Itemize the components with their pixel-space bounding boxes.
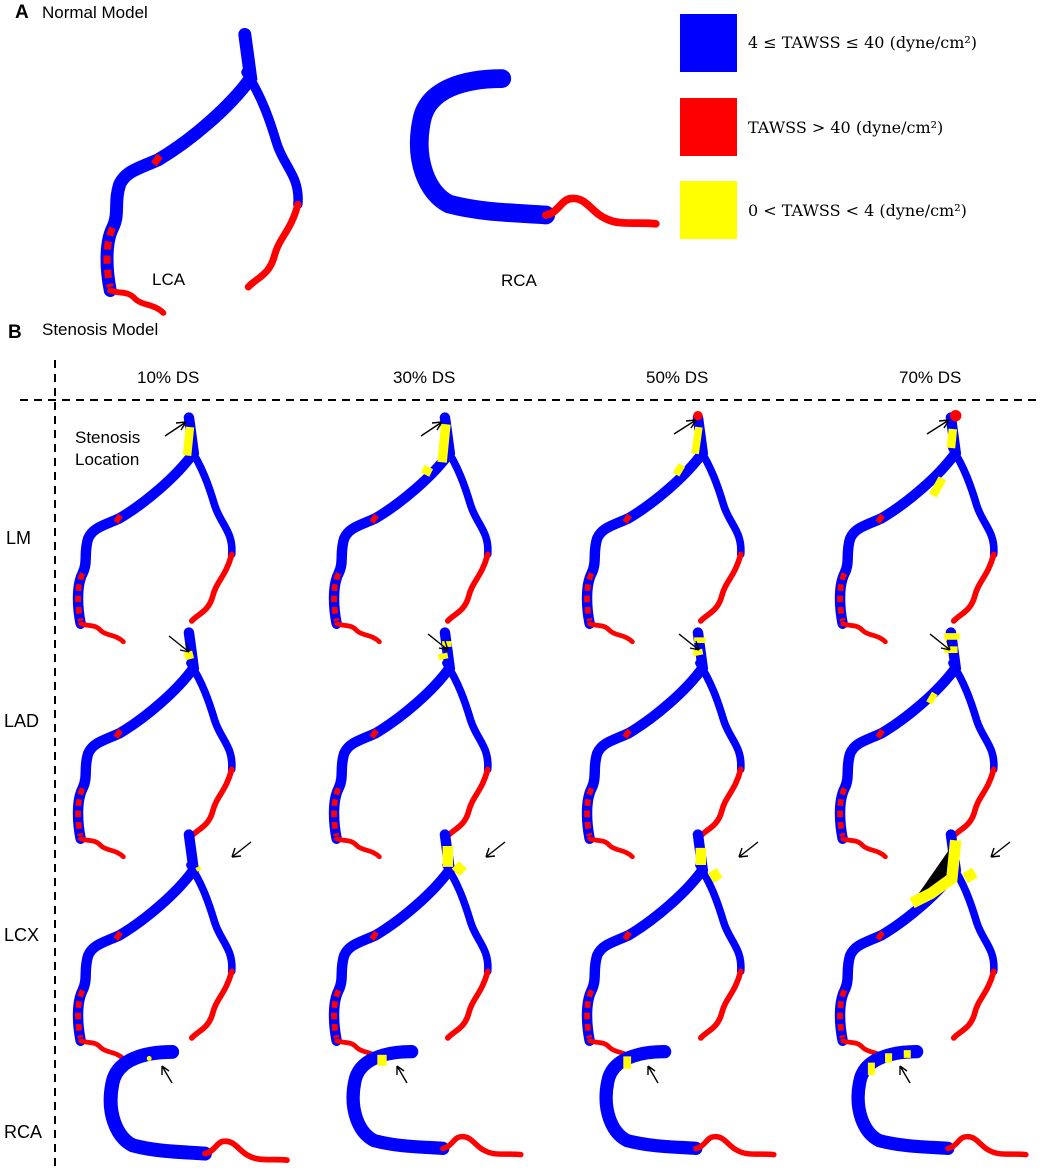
lad-50-vessel: [587, 633, 741, 857]
column-header-50: 50% DS: [646, 368, 709, 387]
panel-b-title: Stenosis Model: [42, 320, 159, 339]
lm-50-vessel: [587, 410, 741, 642]
legend-swatch-yellow: [680, 181, 737, 239]
column-header-10: 10% DS: [137, 368, 200, 387]
lcx-10-vessel: [78, 835, 232, 1059]
lad-10-vessel: [78, 633, 232, 857]
lm-10-vessel: [78, 418, 232, 642]
row-label-lcx: LCX: [4, 925, 40, 945]
legend-label-normal: 4 ≤ TAWSS ≤ 40 (dyne/cm²): [748, 33, 978, 52]
lad-70-vessel: [840, 633, 994, 857]
legend-swatch-red: [680, 98, 737, 156]
lca-label: LCA: [152, 270, 186, 289]
lad-30-vessel: [334, 633, 488, 857]
legend-label-high: TAWSS > 40 (dyne/cm²): [748, 118, 944, 137]
panel-a-letter: A: [15, 2, 29, 23]
stenosis-note-line2: Location: [75, 450, 140, 469]
stenosis-location-note: Stenosis Location: [75, 427, 140, 471]
lcx-70-vessel: [840, 835, 994, 1059]
normal-lca-vessel: [107, 34, 298, 312]
legend-swatch-blue: [680, 14, 737, 72]
lm-30-vessel: [334, 418, 488, 642]
rca-50-vessel: [606, 1052, 774, 1155]
column-header-70: 70% DS: [899, 368, 962, 387]
row-label-rca: RCA: [4, 1122, 43, 1142]
lcx-30-vessel: [334, 835, 488, 1059]
row-label-lm: LM: [6, 528, 32, 548]
rca-10-vessel: [111, 1052, 287, 1160]
normal-rca-vessel: [419, 79, 656, 224]
lm-70-vessel: [840, 410, 994, 642]
rca-label: RCA: [501, 271, 537, 290]
row-label-lad: LAD: [4, 711, 40, 731]
panel-b-letter: B: [8, 322, 22, 343]
lcx-50-vessel: [587, 835, 741, 1059]
stenosis-note-line1: Stenosis: [75, 428, 141, 447]
arrow-group: [161, 419, 1011, 1084]
column-header-30: 30% DS: [393, 368, 456, 387]
rca-30-vessel: [353, 1052, 521, 1155]
panel-a-title: Normal Model: [42, 3, 148, 22]
rca-70-vessel: [858, 1050, 1026, 1155]
legend-label-low: 0 < TAWSS < 4 (dyne/cm²): [748, 201, 967, 220]
